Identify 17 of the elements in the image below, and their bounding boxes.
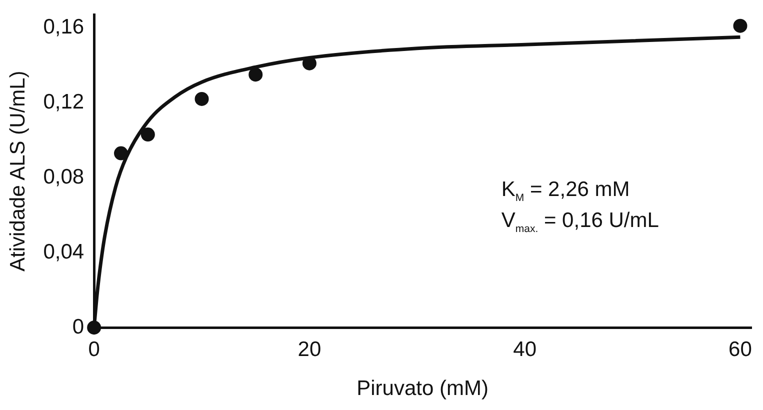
y-tick-label: 0,16: [43, 16, 84, 39]
point: [194, 92, 209, 106]
x-tick-label: 0: [88, 338, 100, 361]
y-axis-title: Atividade ALS (U/mL): [6, 70, 30, 272]
point: [140, 128, 155, 142]
point: [733, 18, 748, 33]
x-tick-label: 40: [513, 338, 537, 361]
point: [87, 320, 102, 335]
y-tick-label: 0,04: [43, 240, 84, 264]
point: [248, 68, 263, 82]
x-tick-label: 60: [728, 338, 752, 361]
y-tick-label: 0,08: [43, 165, 84, 188]
x-tick-label: 20: [298, 338, 322, 361]
point: [114, 146, 128, 160]
y-tick-label: 0,12: [43, 90, 84, 114]
x-axis-title: Piruvato (mM): [356, 377, 488, 400]
y-tick-label: 0: [72, 315, 84, 338]
